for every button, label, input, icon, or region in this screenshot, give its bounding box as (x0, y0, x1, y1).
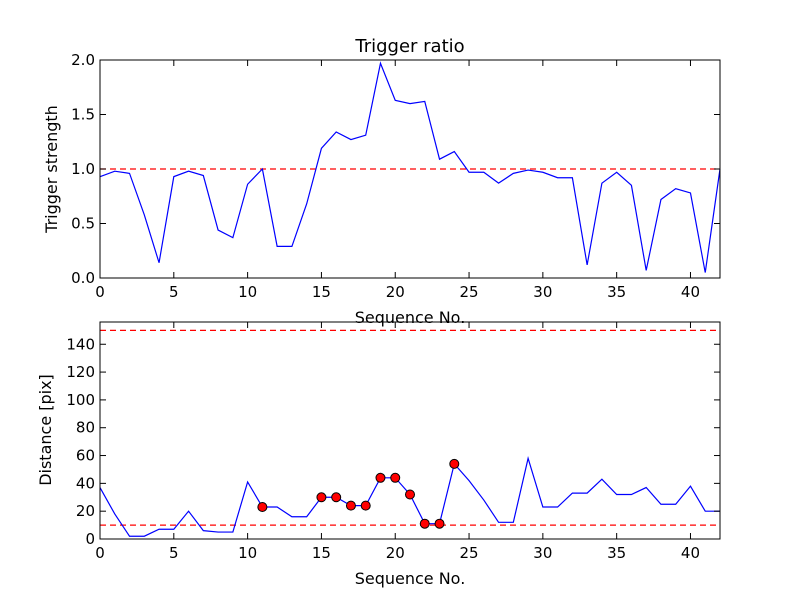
trigger-ratio-chart: Trigger ratio 0 5 10 15 20 25 30 35 40 0.0 0.5 1.0 1… (42, 36, 721, 327)
axis-ticks: 0 5 10 15 20 25 30 35 40 0.0 0.5 1.0 1.5 2.0 (71, 51, 720, 301)
x-tick-label: 30 (533, 283, 552, 301)
x-tick-label: 35 (607, 283, 626, 301)
x-tick-label: 0 (95, 283, 105, 301)
x-axis-label: Sequence No. (355, 308, 466, 327)
x-tick-label: 20 (386, 544, 405, 562)
chart-title: Trigger ratio (354, 36, 464, 57)
y-tick-label: 1.0 (71, 160, 95, 178)
y-tick-label: 140 (66, 335, 95, 353)
distance-chart: 0 5 10 15 20 25 30 35 40 0 20 40 60 80 100 120 140 Seque… (36, 321, 721, 588)
x-axis-label: Sequence No. (355, 569, 466, 588)
x-tick-label: 35 (607, 544, 626, 562)
x-tick-label: 20 (386, 283, 405, 301)
data-point-marker (405, 489, 415, 500)
x-tick-label: 0 (95, 544, 105, 562)
data-point-marker (419, 518, 430, 529)
y-tick-label: 60 (76, 447, 95, 465)
axis-ticks: 0 5 10 15 20 25 30 35 40 0 20 40 60 80 100 120 140 (66, 322, 720, 562)
y-tick-label: 40 (76, 474, 95, 492)
x-tick-label: 25 (460, 544, 479, 562)
x-tick-label: 25 (460, 283, 479, 301)
x-tick-label: 5 (169, 544, 179, 562)
y-tick-label: 0.0 (71, 269, 95, 287)
series-line (99, 61, 721, 273)
x-tick-label: 10 (238, 283, 257, 301)
y-tick-label: 2.0 (71, 51, 95, 69)
y-tick-label: 100 (66, 391, 95, 409)
x-tick-label: 40 (681, 544, 700, 562)
y-axis-label: Distance [pix] (36, 374, 55, 486)
data-point-marker (345, 500, 356, 511)
y-tick-label: 1.5 (71, 106, 95, 124)
plot-area (99, 329, 720, 537)
y-tick-label: 0 (85, 530, 95, 548)
x-tick-label: 30 (533, 544, 552, 562)
x-tick-label: 5 (169, 283, 179, 301)
x-tick-label: 15 (312, 544, 331, 562)
x-tick-label: 15 (312, 283, 331, 301)
y-axis-label: Trigger strength (42, 105, 61, 234)
x-tick-label: 40 (681, 283, 700, 301)
data-point-marker (316, 492, 327, 503)
y-tick-label: 120 (66, 363, 95, 381)
plot-frame (99, 321, 721, 540)
data-point-marker (257, 502, 268, 513)
y-tick-label: 20 (76, 502, 95, 520)
data-point-marker (375, 472, 386, 483)
plot-area (99, 61, 721, 273)
y-tick-label: 0.5 (71, 215, 95, 233)
data-point-marker (390, 472, 401, 483)
data-point-marker (434, 518, 445, 529)
y-tick-label: 80 (76, 419, 95, 437)
data-point-marker (360, 500, 371, 511)
data-point-marker (449, 458, 460, 469)
x-tick-label: 10 (238, 544, 257, 562)
data-point-marker (331, 492, 342, 503)
